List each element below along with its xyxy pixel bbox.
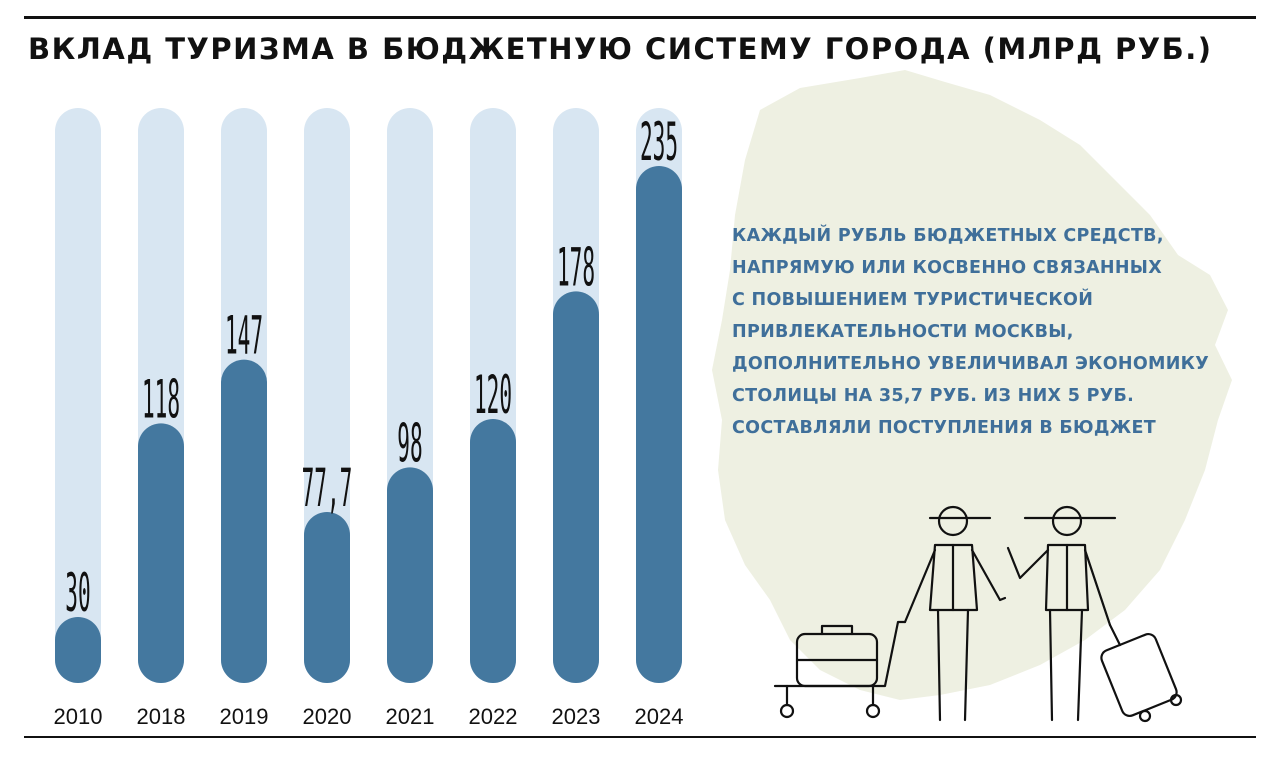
data-label-2019: 147 [225,306,263,366]
data-label-2021: 98 [397,414,422,474]
x-tick-label-2010: 2010 [54,704,103,729]
x-tick-label-2022: 2022 [469,704,518,729]
bar-2020 [304,512,350,683]
moscow-map-silhouette [712,70,1232,700]
x-tick-label-2021: 2021 [386,704,435,729]
data-label-2020: 77,7 [302,459,353,519]
note-text: КАЖДЫЙ РУБЛЬ БЮДЖЕТНЫХ СРЕДСТВ, НАПРЯМУЮ… [732,220,1262,444]
data-label-2010: 30 [65,564,90,624]
data-label-2023: 178 [557,238,595,298]
note-line: ПРИВЛЕКАТЕЛЬНОСТИ МОСКВЫ, [732,322,1074,342]
chart-title: ВКЛАД ТУРИЗМА В БЮДЖЕТНУЮ СИСТЕМУ ГОРОДА… [28,32,1213,66]
note-line: КАЖДЫЙ РУБЛЬ БЮДЖЕТНЫХ СРЕДСТВ, [732,226,1164,246]
note-line: ДОПОЛНИТЕЛЬНО УВЕЛИЧИВАЛ ЭКОНОМИКУ [732,354,1210,374]
bar-2018 [138,423,184,683]
bottom-rule [24,736,1256,738]
bar-2022 [470,419,516,683]
data-label-2024: 235 [640,113,678,173]
tourists-with-luggage-icon [773,505,1183,723]
note-line: С ПОВЫШЕНИЕМ ТУРИСТИЧЕСКОЙ [732,290,1094,310]
x-tick-label-2023: 2023 [552,704,601,729]
bar-2010 [55,617,101,683]
bar-2023 [553,291,599,683]
note-line: СТОЛИЦЫ НА 35,7 РУБ. ИЗ НИХ 5 РУБ. [732,386,1135,406]
bar-2024 [636,166,682,683]
bar-track [55,108,101,683]
data-label-2018: 118 [142,370,180,430]
x-tick-label-2018: 2018 [137,704,186,729]
bar-2021 [387,467,433,683]
bar-2019 [221,359,267,683]
x-tick-label-2019: 2019 [220,704,269,729]
top-rule [24,16,1256,19]
x-tick-label-2020: 2020 [303,704,352,729]
note-line: НАПРЯМУЮ ИЛИ КОСВЕННО СВЯЗАННЫХ [732,258,1163,278]
note-line: СОСТАВЛЯЛИ ПОСТУПЛЕНИЯ В БЮДЖЕТ [732,418,1156,438]
data-label-2022: 120 [474,366,512,426]
x-tick-label-2024: 2024 [635,704,684,729]
